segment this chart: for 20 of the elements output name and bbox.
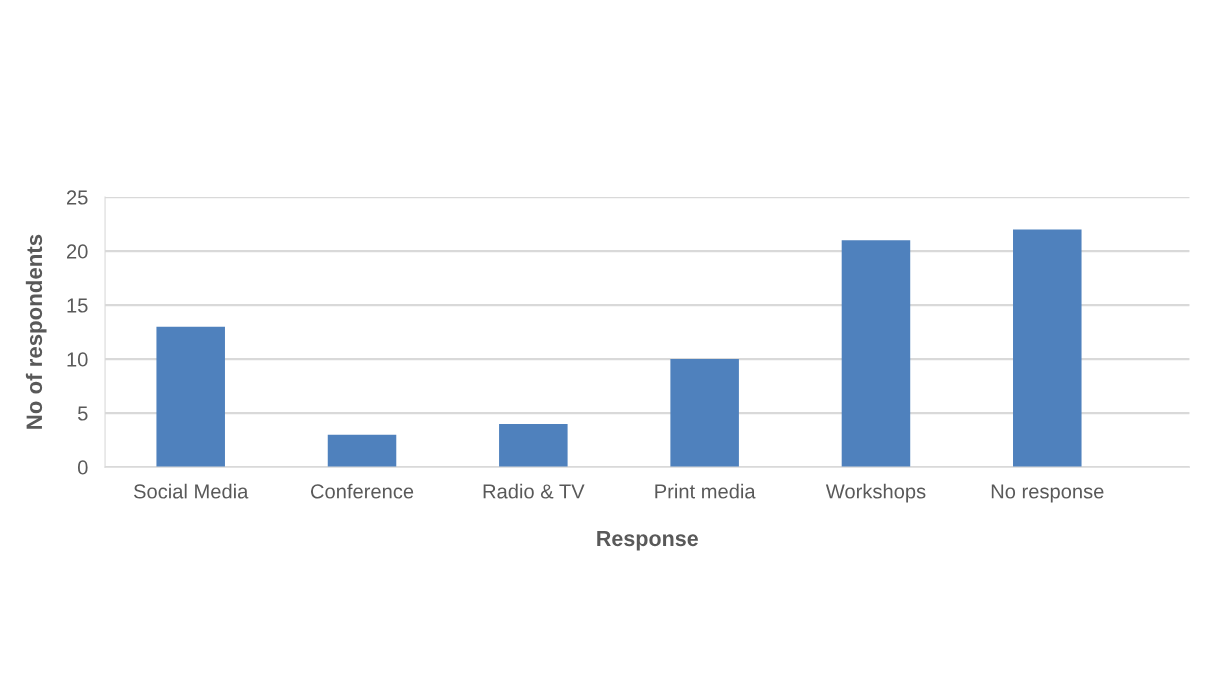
- y-tick-label: 25: [66, 190, 88, 205]
- y-tick-label: 20: [66, 244, 88, 259]
- x-tick-label: Conference: [310, 483, 414, 499]
- bar: [670, 359, 739, 468]
- bar: [156, 326, 225, 468]
- y-tick-label: 0: [77, 460, 88, 475]
- bar: [499, 423, 568, 468]
- x-tick-label: Workshops: [825, 483, 926, 503]
- x-axis-title: Response: [597, 531, 698, 551]
- y-axis-title: No of respondents: [25, 234, 47, 429]
- y-tick-label: 5: [77, 406, 88, 421]
- bar: [327, 434, 397, 468]
- x-tick-label: Social Media: [133, 483, 249, 499]
- x-tick-label: Print media: [655, 483, 756, 499]
- x-tick-label: No response: [991, 484, 1104, 503]
- y-tick-label: 10: [67, 352, 88, 367]
- bar: [1013, 229, 1082, 468]
- bar: [841, 240, 911, 468]
- y-tick-label: 15: [67, 298, 88, 313]
- x-tick-label: Radio & TV: [483, 483, 585, 499]
